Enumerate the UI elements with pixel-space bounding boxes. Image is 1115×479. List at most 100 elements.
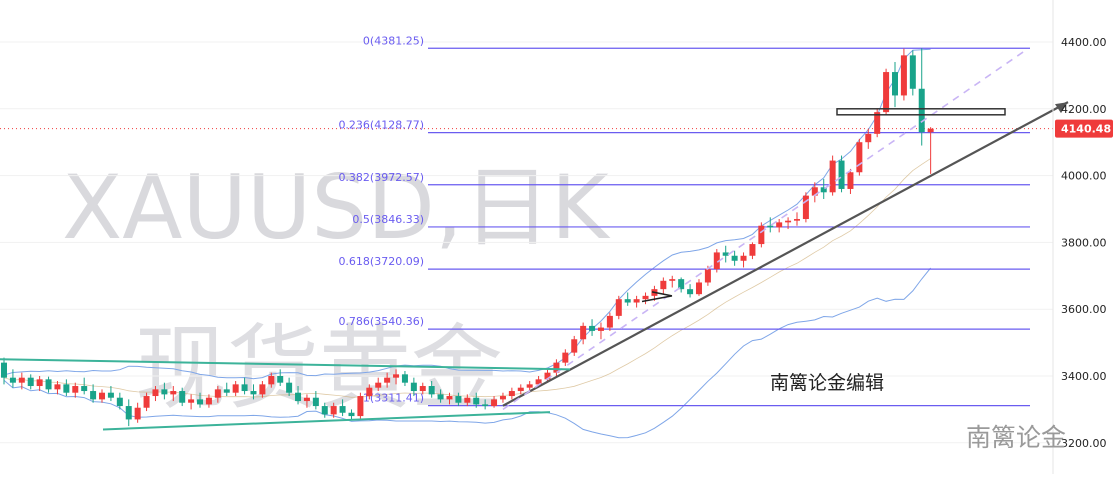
candle-body bbox=[767, 225, 774, 228]
candle-body bbox=[179, 391, 186, 403]
candle bbox=[829, 155, 836, 196]
candle-body bbox=[268, 376, 275, 385]
candle-body bbox=[81, 386, 88, 392]
candle bbox=[36, 376, 43, 392]
candle bbox=[250, 384, 257, 400]
candle-body bbox=[455, 396, 462, 403]
candle bbox=[107, 386, 114, 402]
fib-level-label: 0.382(3972.57) bbox=[338, 171, 424, 184]
candles bbox=[1, 48, 934, 427]
candle-body bbox=[544, 372, 551, 380]
candle-body bbox=[829, 160, 836, 193]
candle-body bbox=[446, 396, 453, 400]
candle-body bbox=[517, 387, 524, 392]
price-tick-label: 3600.00 bbox=[1061, 303, 1107, 316]
candle-body bbox=[232, 384, 239, 393]
candle bbox=[562, 349, 569, 366]
candle-body bbox=[491, 399, 498, 407]
candle-body bbox=[820, 187, 827, 193]
channel-lower bbox=[102, 411, 551, 431]
candle-body bbox=[802, 195, 809, 220]
candle-body bbox=[45, 379, 52, 390]
candle bbox=[927, 127, 934, 174]
candle bbox=[9, 369, 16, 388]
candle bbox=[909, 50, 916, 96]
candle bbox=[749, 242, 756, 260]
candle bbox=[660, 277, 667, 295]
candle bbox=[731, 250, 738, 266]
candle bbox=[90, 384, 97, 403]
candle bbox=[339, 399, 346, 417]
candle-body bbox=[90, 391, 97, 400]
candle-body bbox=[63, 384, 70, 393]
candle-body bbox=[892, 72, 898, 96]
grid-lines bbox=[0, 41, 1053, 444]
candle bbox=[589, 319, 596, 336]
candle bbox=[820, 178, 827, 199]
candle bbox=[393, 369, 400, 385]
price-tick-label: 3200.00 bbox=[1061, 437, 1107, 450]
fib-level-label: 1(3311.41) bbox=[363, 392, 424, 405]
candle-body bbox=[874, 112, 881, 134]
candle-body bbox=[36, 379, 43, 387]
candle-body bbox=[107, 392, 114, 398]
candle-body bbox=[838, 160, 845, 189]
candle-body bbox=[615, 299, 622, 316]
candle-body bbox=[642, 295, 649, 300]
candle-body bbox=[366, 387, 373, 397]
symbol-watermark: XAUUSD,日K bbox=[62, 156, 611, 259]
candle bbox=[72, 382, 79, 398]
candle bbox=[446, 392, 453, 405]
candle bbox=[580, 322, 587, 345]
current-price-badge bbox=[1055, 119, 1113, 138]
candle bbox=[197, 392, 204, 408]
candle-body bbox=[321, 406, 328, 415]
candle bbox=[722, 245, 729, 263]
price-tick-label: 4400.00 bbox=[1061, 36, 1107, 49]
candle bbox=[892, 62, 898, 108]
candle-body bbox=[535, 379, 542, 385]
candle-body bbox=[856, 142, 863, 173]
candle-body bbox=[348, 412, 355, 417]
candle bbox=[767, 217, 774, 233]
candle bbox=[116, 392, 123, 410]
candle-body bbox=[410, 382, 417, 392]
candle bbox=[295, 386, 302, 405]
price-tick-label: 3400.00 bbox=[1061, 370, 1107, 383]
editor-annotation: 南篱论金编辑 bbox=[770, 372, 884, 394]
candle-body bbox=[687, 289, 694, 295]
fib-level-label: 0.5(3846.33) bbox=[352, 213, 424, 226]
candle bbox=[624, 292, 631, 306]
candle-body bbox=[357, 396, 364, 417]
support-trendline bbox=[502, 101, 1069, 407]
candle-body bbox=[597, 327, 604, 331]
candle bbox=[143, 392, 150, 412]
candle bbox=[491, 396, 498, 408]
candle bbox=[54, 381, 61, 395]
candle bbox=[508, 387, 515, 400]
candle-body bbox=[143, 396, 150, 408]
candle-body bbox=[27, 377, 34, 387]
flag-line bbox=[641, 295, 673, 303]
candle bbox=[606, 312, 613, 331]
candle bbox=[633, 295, 640, 308]
candle bbox=[223, 382, 230, 397]
candle-body bbox=[419, 386, 426, 392]
upper-band bbox=[3, 48, 931, 380]
candle-body bbox=[303, 397, 310, 402]
candle bbox=[553, 359, 560, 376]
candle bbox=[793, 212, 800, 226]
candle bbox=[883, 68, 890, 116]
candle-body bbox=[749, 244, 756, 256]
candle-body bbox=[286, 382, 293, 393]
candle bbox=[179, 387, 186, 407]
candle bbox=[303, 394, 310, 408]
candle bbox=[241, 377, 248, 395]
candle bbox=[615, 295, 622, 320]
candle-body bbox=[54, 384, 61, 390]
candle-body bbox=[197, 399, 204, 405]
candle-body bbox=[847, 172, 854, 189]
candle bbox=[865, 128, 872, 149]
candle bbox=[259, 381, 266, 398]
